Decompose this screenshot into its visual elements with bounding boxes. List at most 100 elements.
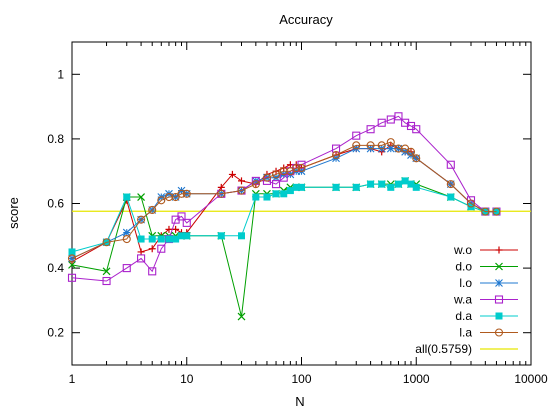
y-tick-label: 0.4	[47, 261, 64, 275]
data-point	[183, 232, 191, 240]
data-point	[217, 232, 225, 240]
data-point	[366, 125, 375, 134]
data-point	[237, 312, 246, 321]
data-point	[352, 141, 361, 150]
y-axis-label: score	[6, 197, 21, 229]
data-point	[102, 267, 111, 276]
data-point	[122, 234, 131, 244]
data-point	[177, 189, 186, 198]
data-point	[378, 180, 386, 188]
series-w-o	[68, 141, 500, 266]
legend-item: d.o	[455, 260, 518, 274]
legend-item: l.a	[459, 326, 518, 340]
legend-marker	[494, 295, 504, 304]
data-point	[148, 235, 156, 243]
data-point	[286, 187, 294, 195]
data-point	[122, 228, 131, 237]
data-point	[377, 118, 386, 127]
data-point	[352, 183, 360, 191]
data-point	[172, 225, 180, 233]
data-point	[172, 235, 180, 243]
legend-marker	[495, 246, 503, 254]
data-point	[280, 190, 288, 198]
data-point	[148, 205, 157, 215]
data-point	[292, 183, 300, 191]
data-point	[238, 177, 245, 185]
data-point	[137, 215, 146, 224]
data-point	[297, 163, 306, 173]
legend: w.o d.o l.o w.a d.a l.a all(0.5759)	[415, 243, 518, 356]
legend-marker	[495, 279, 503, 287]
legend-item: w.a	[453, 293, 518, 307]
data-point	[387, 183, 395, 191]
y-tick-label: 0.2	[47, 326, 64, 340]
data-point	[122, 264, 131, 273]
data-point	[165, 235, 173, 243]
data-point	[332, 183, 340, 191]
data-point	[386, 144, 395, 153]
data-point	[217, 183, 225, 191]
data-point	[272, 190, 280, 198]
legend-marker	[495, 312, 503, 320]
data-point	[446, 180, 455, 189]
data-point	[386, 115, 395, 124]
y-tick-label: 0.8	[47, 132, 64, 146]
data-point	[148, 267, 157, 276]
data-point	[352, 131, 361, 140]
data-point	[102, 238, 111, 247]
legend-marker	[495, 262, 503, 271]
data-point	[394, 112, 403, 121]
data-point	[407, 180, 415, 188]
series-line	[71, 144, 497, 263]
chart-title: Accuracy	[279, 12, 333, 27]
legend-label: w.a	[453, 293, 472, 307]
data-point	[481, 207, 490, 216]
data-point	[271, 170, 281, 179]
data-point	[447, 193, 455, 201]
data-point	[237, 232, 245, 240]
series-d-o	[68, 176, 501, 321]
data-point	[148, 245, 156, 253]
series-l-a	[67, 138, 501, 263]
data-point	[386, 138, 395, 147]
x-tick-label: 10000	[514, 372, 548, 386]
data-point	[182, 218, 191, 227]
x-tick-label: 1000	[403, 372, 430, 386]
data-point	[157, 196, 166, 205]
x-tick-label: 1	[69, 372, 76, 386]
legend-label: d.o	[455, 260, 472, 274]
data-point	[137, 248, 145, 256]
data-point	[271, 180, 281, 189]
data-point	[367, 180, 375, 188]
data-point	[412, 125, 421, 134]
data-point	[157, 244, 166, 253]
x-tick-label: 10	[180, 372, 194, 386]
data-point	[137, 193, 146, 201]
legend-item: all(0.5759)	[415, 342, 518, 356]
y-tick-label: 1	[57, 67, 64, 81]
legend-label: l.a	[459, 326, 472, 340]
data-point	[262, 173, 272, 182]
series-w-a	[67, 112, 501, 286]
data-point	[252, 193, 260, 201]
data-point	[68, 248, 76, 256]
x-tick-label: 100	[291, 372, 311, 386]
legend-item: d.a	[455, 309, 518, 323]
data-point	[466, 199, 476, 208]
series-d-a	[68, 177, 500, 256]
data-point	[228, 170, 236, 178]
legend-marker	[494, 328, 504, 337]
data-point	[394, 180, 402, 188]
data-point	[251, 180, 260, 189]
data-point	[377, 141, 386, 150]
data-point	[492, 207, 501, 216]
legend-item: w.o	[453, 243, 518, 257]
data-point	[68, 260, 76, 269]
legend-label: w.o	[453, 243, 472, 257]
legend-label: l.o	[459, 276, 472, 290]
series-l-o	[68, 144, 501, 263]
data-point	[177, 232, 185, 240]
legend-item: l.o	[459, 276, 518, 290]
legend-label: all(0.5759)	[415, 342, 472, 356]
